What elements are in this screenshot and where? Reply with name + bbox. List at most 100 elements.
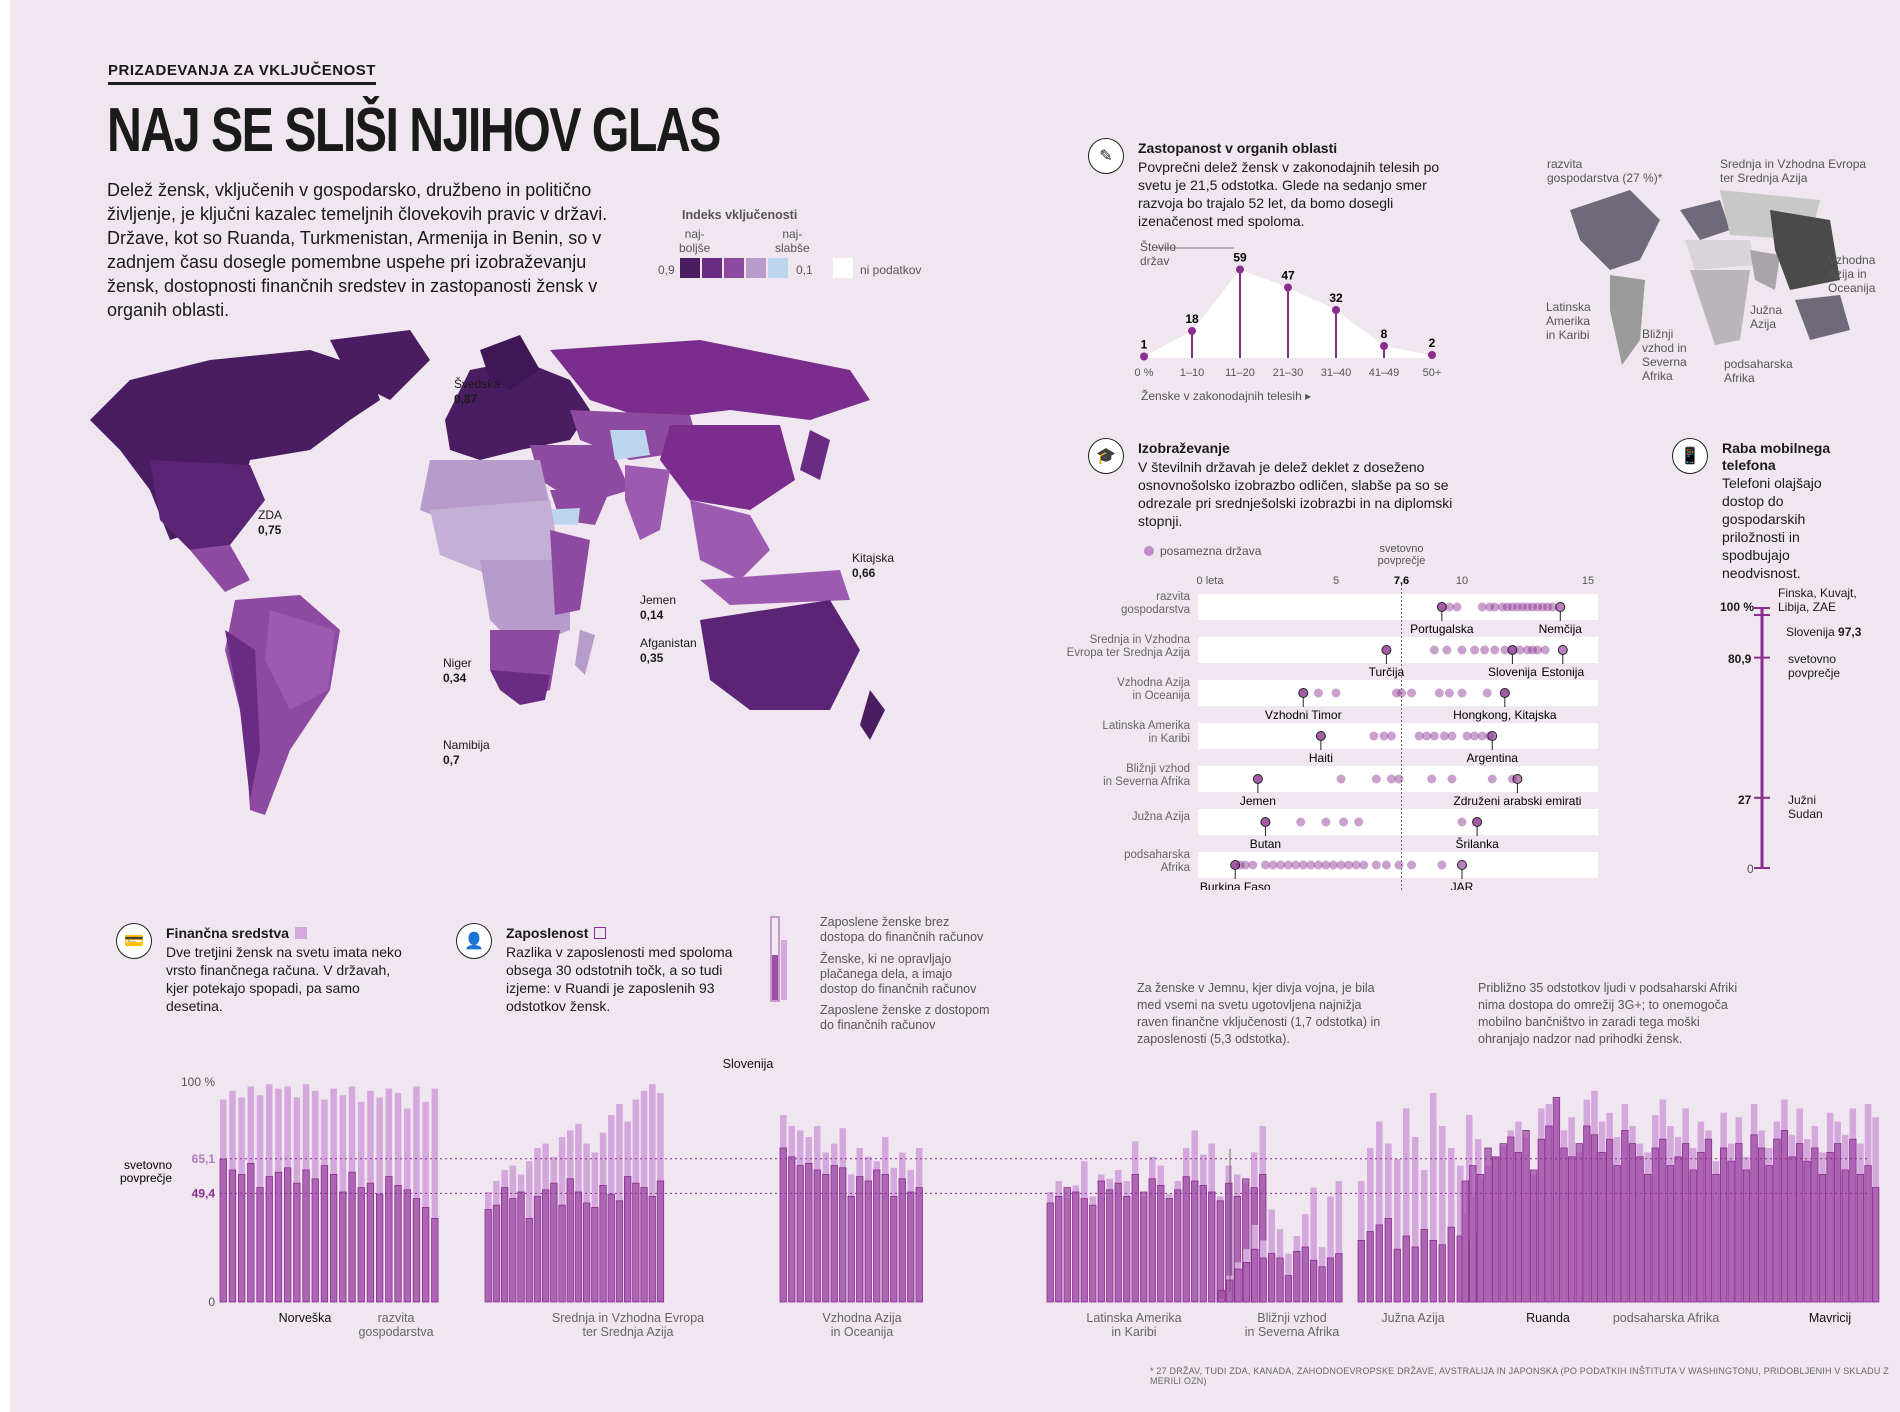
bar-employment <box>1199 1184 1207 1303</box>
education-highlight-point <box>1499 688 1510 698</box>
bar-employment <box>1765 1165 1773 1303</box>
education-point <box>1429 731 1439 741</box>
id-card-icon: 👤 <box>456 923 492 959</box>
mobile-low-label: Južni Sudan <box>1788 793 1823 821</box>
parliament-tick-label: 1–10 <box>1180 367 1204 379</box>
education-point <box>1429 645 1439 655</box>
bar-employment <box>1522 1130 1530 1303</box>
bar-employment <box>1750 1134 1758 1303</box>
education-point <box>1500 645 1510 655</box>
bar-employment <box>1438 1244 1446 1303</box>
parliament-value-label: 47 <box>1281 269 1295 283</box>
education-point <box>1444 602 1454 612</box>
bar-employment <box>1268 1253 1276 1303</box>
bar-employment <box>1568 1156 1576 1303</box>
annotation-yemen: Za ženske v Jemnu, kjer divja vojna, je … <box>1137 981 1381 1046</box>
bar-employment <box>1097 1180 1105 1303</box>
education-point <box>1457 688 1467 698</box>
education-highlight-label: Estonija <box>1541 665 1584 679</box>
bars-group-label: Južna Azija <box>1381 1311 1444 1325</box>
education-highlight-point <box>1260 817 1271 827</box>
bar-employment <box>599 1184 607 1303</box>
map-central-africa <box>480 560 570 650</box>
finance-swatch <box>294 927 307 939</box>
education-point <box>1434 688 1444 698</box>
bar-financial <box>1412 1137 1419 1302</box>
education-highlight-point <box>1487 731 1498 741</box>
bar-employment <box>1697 1152 1705 1303</box>
region-na <box>1570 190 1660 270</box>
education-row-bg <box>1198 680 1598 706</box>
map-label-afghanistan: Afganistan 0,35 <box>640 636 697 665</box>
bars-group-label: Latinska Amerika <box>1086 1311 1181 1325</box>
bar-employment <box>898 1178 906 1303</box>
education-point <box>1313 860 1323 870</box>
employment-swatch <box>594 927 607 939</box>
education-point <box>1485 602 1495 612</box>
bar-employment <box>541 1189 550 1303</box>
education-point <box>1394 774 1404 784</box>
map-east-africa <box>550 530 590 615</box>
education-region-label: gospodarstva <box>1121 604 1191 616</box>
education-point <box>1477 602 1487 612</box>
education-point <box>1414 731 1424 741</box>
education-legend: posamezna država <box>1144 544 1261 558</box>
mobile-chart <box>1754 607 1770 869</box>
bars-group-label: gospodarstva <box>358 1325 433 1339</box>
education-avg-value: 7,6 <box>1394 575 1409 587</box>
bar-employment <box>1583 1125 1591 1303</box>
bar-employment <box>1575 1143 1583 1303</box>
bar-financial <box>1310 1187 1317 1302</box>
bar-employment <box>1216 1200 1224 1303</box>
mobile-avg-value: 80,9 <box>1728 652 1752 666</box>
map-andes <box>225 630 260 800</box>
map-greenland <box>330 330 430 400</box>
education-avg-label: povprečje <box>1378 555 1426 567</box>
education-highlight-label: Haiti <box>1309 751 1333 765</box>
education-point <box>1407 860 1417 870</box>
bar-employment <box>1484 1147 1492 1303</box>
bar-employment <box>517 1191 525 1303</box>
bar-employment <box>607 1193 615 1303</box>
education-point <box>1528 602 1538 612</box>
bar-employment <box>566 1178 574 1303</box>
education-point <box>1439 731 1449 741</box>
bars-group-label: podsaharska Afrika <box>1613 1311 1719 1325</box>
map-label-namibia: Namibija 0,7 <box>443 738 490 767</box>
legend-nodata-swatch <box>833 258 853 278</box>
education-point <box>1533 602 1543 612</box>
map-brazil <box>265 610 335 710</box>
education-point <box>1517 602 1527 612</box>
bar-employment <box>1788 1156 1796 1303</box>
bar-employment <box>550 1182 558 1303</box>
bar-employment <box>856 1176 864 1303</box>
mobile-phone-icon: 📱 <box>1672 438 1708 474</box>
bar-employment <box>1310 1259 1318 1303</box>
education-highlight-point <box>1381 645 1392 655</box>
bar-employment <box>1864 1165 1872 1303</box>
bar-employment <box>873 1169 881 1303</box>
bar-employment <box>788 1156 796 1303</box>
map-indonesia <box>700 570 850 605</box>
education-point <box>1298 860 1308 870</box>
bar-employment <box>624 1176 632 1303</box>
bar-employment <box>1411 1246 1419 1303</box>
bar-financial <box>422 1101 429 1302</box>
education-point <box>1386 731 1396 741</box>
region-label-la: Latinska Amerika in Karibi <box>1546 300 1591 342</box>
employment-heading: Zaposlenost <box>506 925 607 941</box>
education-point <box>1442 645 1452 655</box>
bar-employment <box>394 1184 402 1303</box>
education-point <box>1523 645 1533 655</box>
education-point <box>1543 602 1553 612</box>
parliament-point <box>1332 306 1340 314</box>
education-point <box>1291 860 1301 870</box>
bar-employment <box>329 1173 338 1303</box>
bar-employment <box>1644 1173 1652 1303</box>
mobile-slovenia: Slovenija 97,3 <box>1786 625 1862 639</box>
bars-group-label: Srednja in Vzhodna Evropa <box>552 1311 704 1325</box>
bars-group-label: Norveška <box>279 1311 332 1325</box>
education-point <box>1515 645 1525 655</box>
education-highlight-point <box>1457 860 1467 870</box>
education-point <box>1490 645 1500 655</box>
